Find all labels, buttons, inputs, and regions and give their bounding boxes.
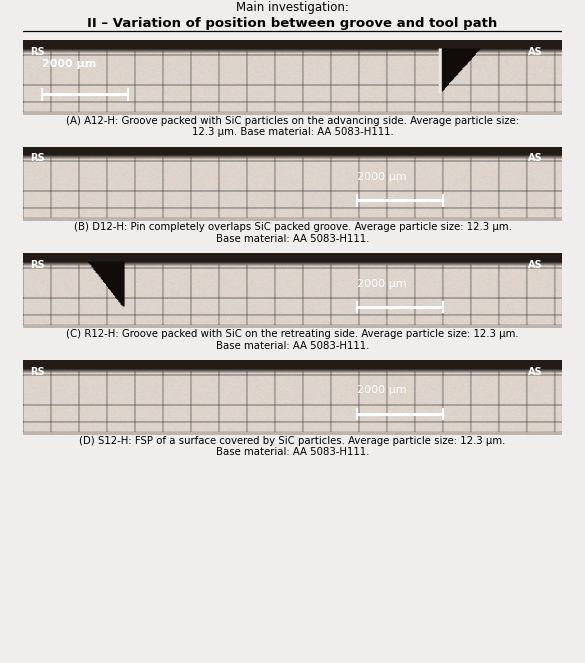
- Text: II – Variation of position between groove and tool path: II – Variation of position between groov…: [87, 17, 498, 30]
- Text: AS: AS: [528, 153, 543, 163]
- Text: RS: RS: [30, 260, 45, 270]
- Text: AS: AS: [528, 260, 543, 270]
- Text: 2000 μm: 2000 μm: [357, 172, 407, 182]
- Text: (A) A12-H: Groove packed with SiC particles on the advancing side. Average parti: (A) A12-H: Groove packed with SiC partic…: [66, 115, 519, 137]
- Text: (B) D12-H: Pin completely overlaps SiC packed groove. Average particle size: 12.: (B) D12-H: Pin completely overlaps SiC p…: [74, 222, 511, 244]
- Text: 2000 μm: 2000 μm: [42, 59, 97, 69]
- Text: RS: RS: [30, 153, 45, 163]
- Text: Main investigation:: Main investigation:: [236, 1, 349, 15]
- Text: (C) R12-H: Groove packed with SiC on the retreating side. Average particle size:: (C) R12-H: Groove packed with SiC on the…: [66, 329, 519, 351]
- Text: AS: AS: [528, 46, 543, 56]
- Text: RS: RS: [30, 46, 45, 56]
- Text: 2000 μm: 2000 μm: [357, 385, 407, 396]
- Text: AS: AS: [528, 367, 543, 377]
- Text: (D) S12-H: FSP of a surface covered by SiC particles. Average particle size: 12.: (D) S12-H: FSP of a surface covered by S…: [80, 436, 505, 457]
- Text: 2000 μm: 2000 μm: [357, 278, 407, 289]
- Text: RS: RS: [30, 367, 45, 377]
